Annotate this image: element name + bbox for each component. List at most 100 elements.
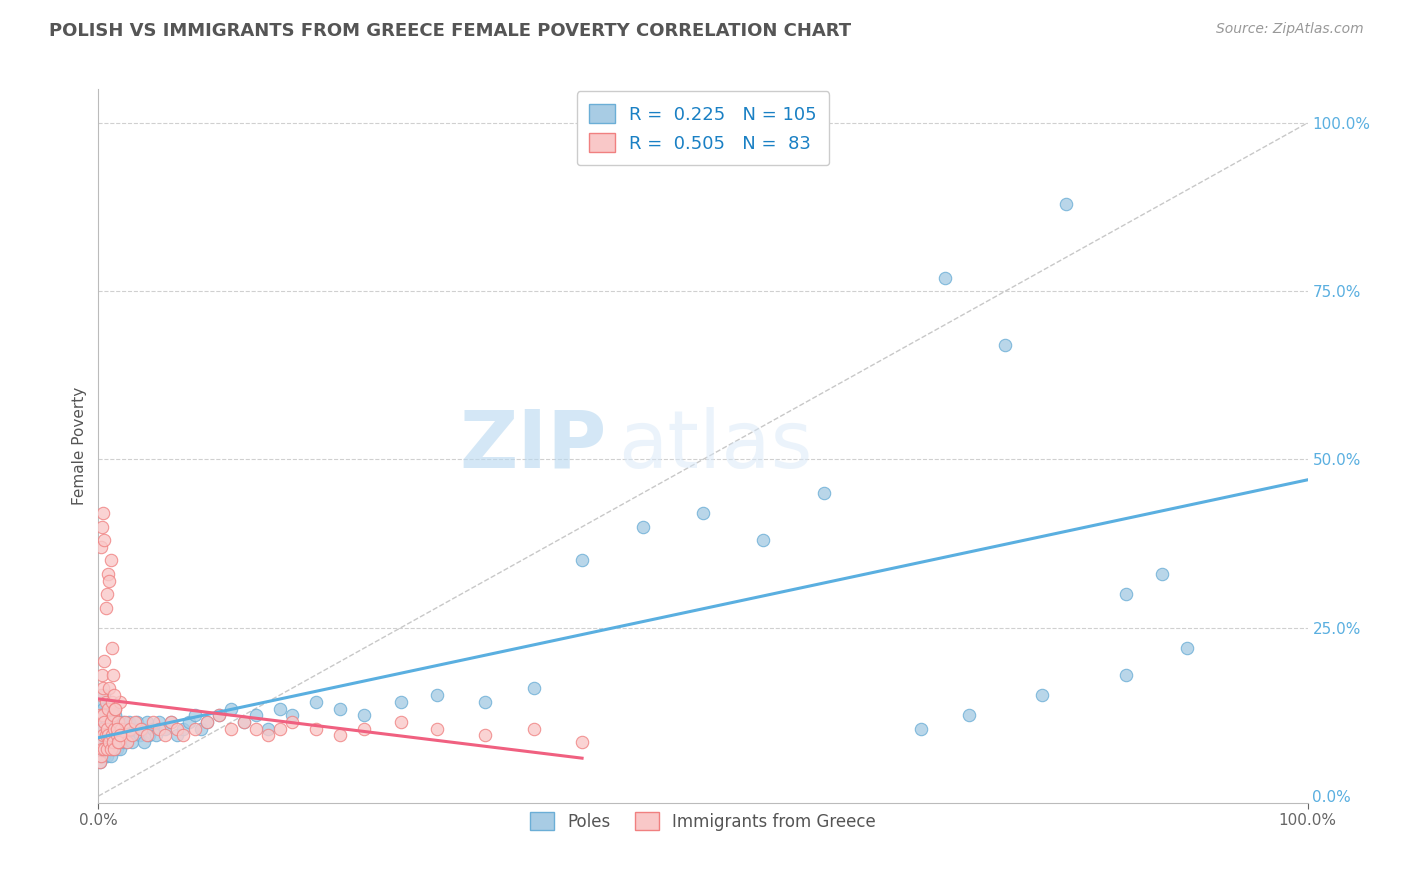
Point [91,729,114,743]
Point [91,714,114,729]
Point [91,729,114,743]
Point [93,729,115,743]
Point [100,714,122,729]
Point [153,722,176,736]
Point [89,756,111,770]
Point [94,735,117,749]
Point [93,748,115,763]
Point [114,722,136,736]
Point [245,708,267,723]
Point [329,729,352,743]
Point [135,729,157,743]
Point [97,722,120,736]
Point [101,735,124,749]
Point [100,748,122,763]
Point [1054,196,1077,211]
Point [305,695,328,709]
Point [305,722,328,736]
Y-axis label: Female Poverty: Female Poverty [72,387,87,505]
Point [523,722,546,736]
Point [94,695,117,709]
Point [90,748,112,763]
Point [104,708,127,723]
Point [118,714,141,729]
Point [115,735,138,749]
Point [94,742,117,756]
Point [103,714,125,729]
Point [160,714,183,729]
Point [108,735,131,749]
Point [142,714,165,729]
Point [111,729,134,743]
Point [93,742,115,756]
Point [127,714,149,729]
Point [91,742,114,756]
Point [101,708,124,723]
Point [94,729,117,743]
Point [90,540,112,554]
Point [91,520,114,534]
Point [190,722,212,736]
Point [112,729,135,743]
Point [108,742,131,756]
Point [426,722,449,736]
Point [105,742,128,756]
Point [256,722,278,736]
Point [104,735,127,749]
Point [100,735,122,749]
Point [101,735,124,749]
Point [96,722,118,736]
Point [93,533,115,548]
Point [90,688,112,702]
Point [179,714,201,729]
Point [108,722,131,736]
Text: ZIP: ZIP [458,407,606,485]
Point [91,708,114,723]
Text: POLISH VS IMMIGRANTS FROM GREECE FEMALE POVERTY CORRELATION CHART: POLISH VS IMMIGRANTS FROM GREECE FEMALE … [49,22,852,40]
Point [160,714,183,729]
Point [101,722,124,736]
Point [145,729,167,743]
Point [108,695,131,709]
Point [90,735,112,749]
Text: Source: ZipAtlas.com: Source: ZipAtlas.com [1216,22,1364,37]
Point [129,722,152,736]
Point [93,714,115,729]
Point [692,506,714,520]
Point [148,714,170,729]
Point [184,722,207,736]
Legend: Poles, Immigrants from Greece: Poles, Immigrants from Greece [523,805,883,838]
Point [118,722,141,736]
Point [96,748,118,763]
Point [142,722,165,736]
Point [281,708,304,723]
Point [90,748,112,763]
Point [107,714,129,729]
Point [118,722,141,736]
Point [93,722,115,736]
Point [523,681,546,696]
Point [256,729,278,743]
Point [208,708,231,723]
Point [98,742,121,756]
Point [172,729,194,743]
Point [89,722,111,736]
Point [105,729,128,743]
Point [148,722,170,736]
Point [100,729,122,743]
Point [103,722,125,736]
Point [108,735,131,749]
Point [93,688,115,702]
Point [474,695,496,709]
Point [232,714,254,729]
Point [134,735,156,749]
Point [93,655,115,669]
Point [100,640,122,655]
Point [91,681,114,696]
Point [281,714,304,729]
Point [114,714,136,729]
Point [117,729,139,743]
Point [94,708,117,723]
Point [153,729,176,743]
Point [208,708,231,723]
